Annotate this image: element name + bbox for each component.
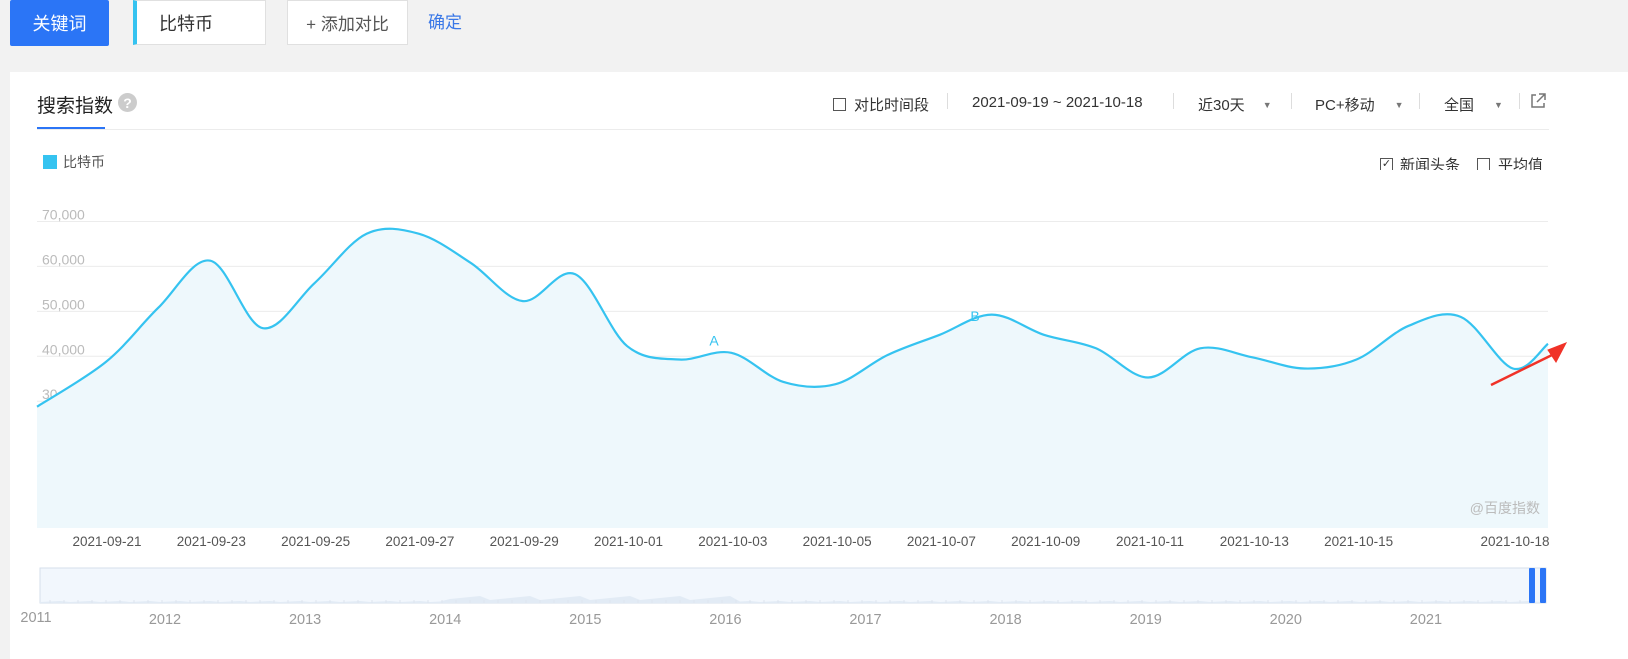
date-range[interactable]: 2021-09-19 ~ 2021-10-18 xyxy=(972,94,1143,111)
chart-legend: 比特币 xyxy=(43,152,105,172)
caret-down-icon: ▼ xyxy=(1394,99,1404,110)
separator xyxy=(1519,93,1520,109)
region-select-value: 全国 xyxy=(1444,97,1475,114)
separator xyxy=(1419,93,1420,109)
average-label: 平均值 xyxy=(1498,157,1544,174)
search-index-panel: 搜索指数 ? 对比时间段 2021-09-19 ~ 2021-10-18 近30… xyxy=(10,72,1628,659)
keyword-tab-button[interactable]: 关键词 xyxy=(10,0,109,46)
news-headlines-label: 新闻头条 xyxy=(1400,157,1461,174)
legend-swatch xyxy=(43,155,57,169)
separator xyxy=(1291,93,1292,109)
news-headlines-toggle[interactable]: ✓ 新闻头条 xyxy=(1380,154,1460,175)
news-headlines-checkbox[interactable]: ✓ xyxy=(1380,158,1393,171)
period-select-value: 近30天 xyxy=(1198,97,1245,114)
confirm-link[interactable]: 确定 xyxy=(428,13,462,32)
active-tab-indicator xyxy=(37,127,105,129)
average-checkbox[interactable] xyxy=(1477,158,1490,171)
compare-period-checkbox[interactable] xyxy=(833,98,846,111)
compare-period-label: 对比时间段 xyxy=(854,97,930,114)
caret-down-icon: ▼ xyxy=(1494,99,1503,110)
external-link-icon[interactable] xyxy=(1529,92,1547,110)
legend-label: 比特币 xyxy=(63,154,105,170)
region-select[interactable]: 全国 ▼ xyxy=(1444,94,1503,115)
caret-down-icon: ▼ xyxy=(1262,99,1272,110)
help-icon[interactable]: ? xyxy=(118,93,137,112)
separator xyxy=(947,93,948,109)
compare-period-toggle[interactable]: 对比时间段 xyxy=(833,94,929,115)
device-select-value: PC+移动 xyxy=(1315,97,1375,114)
tab-search-index[interactable]: 搜索指数 xyxy=(37,96,114,117)
separator xyxy=(1173,93,1174,109)
add-compare-button[interactable]: + 添加对比 xyxy=(287,0,408,45)
keyword-input[interactable]: 比特币 xyxy=(133,0,266,45)
period-select[interactable]: 近30天 ▼ xyxy=(1198,94,1272,115)
device-select[interactable]: PC+移动 ▼ xyxy=(1315,94,1404,115)
average-toggle[interactable]: 平均值 xyxy=(1477,154,1543,175)
header-divider xyxy=(37,129,1549,130)
